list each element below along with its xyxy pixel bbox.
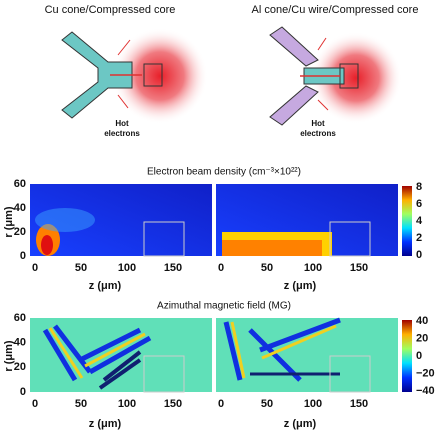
label: Hot — [311, 119, 325, 128]
colorbar-tick-label: 20 — [416, 332, 428, 344]
x-tick-label: 150 — [350, 262, 368, 274]
density-map-right — [216, 184, 398, 257]
x-tick-label: 50 — [261, 398, 273, 410]
title: Al cone/Cu wire/Compressed core — [252, 4, 419, 16]
x-tick-label: 50 — [75, 262, 87, 274]
x-tick-label: 0 — [218, 398, 224, 410]
x-tick-label: 0 — [218, 262, 224, 274]
y-tick-label: 40 — [14, 337, 26, 349]
label: Hot — [115, 119, 129, 128]
panel-title: Electron beam density (cm⁻³×10²²) — [147, 167, 301, 178]
y-tick-label: 60 — [14, 312, 26, 324]
colorbar-tick-label: 6 — [416, 198, 422, 210]
x-tick-label: 0 — [32, 262, 38, 274]
x-tick-label: 100 — [118, 398, 136, 410]
title: Cu cone/Compressed core — [45, 4, 176, 16]
x-tick-label: 50 — [261, 262, 273, 274]
axis-label: r (μm) — [3, 206, 15, 238]
panel-title: Azimuthal magnetic field (MG) — [157, 301, 291, 312]
label: electrons — [300, 129, 336, 138]
axis-label: r (μm) — [3, 340, 15, 372]
field-map-right — [216, 317, 398, 393]
y-tick-label: 0 — [20, 250, 26, 262]
colorbar-tick-label: −20 — [416, 367, 435, 379]
colorbar — [402, 320, 412, 392]
y-tick-label: 40 — [14, 202, 26, 214]
colorbar-tick-label: 8 — [416, 181, 422, 193]
axis-label: z (μm) — [89, 418, 122, 430]
colorbar-tick-label: 2 — [416, 232, 422, 244]
y-tick-label: 0 — [20, 386, 26, 398]
colorbar-tick-label: 0 — [416, 249, 422, 261]
colorbar-tick-label: 40 — [416, 315, 428, 327]
y-tick-label: 60 — [14, 178, 26, 190]
x-tick-label: 100 — [118, 262, 136, 274]
x-tick-label: 0 — [32, 398, 38, 410]
density-map-left — [30, 184, 212, 257]
axis-label: z (μm) — [284, 280, 317, 292]
label: electrons — [104, 129, 140, 138]
x-tick-label: 100 — [304, 262, 322, 274]
y-tick-label: 20 — [14, 226, 26, 238]
colorbar — [402, 186, 412, 256]
y-tick-label: 20 — [14, 361, 26, 373]
x-tick-label: 100 — [304, 398, 322, 410]
x-tick-label: 150 — [164, 398, 182, 410]
field-map-left — [30, 318, 212, 393]
colorbar-tick-label: 0 — [416, 350, 422, 362]
schematic-left: Hot electrons — [61, 28, 208, 138]
axis-label: z (μm) — [284, 418, 317, 430]
colorbar-tick-label: 4 — [416, 215, 423, 227]
x-tick-label: 150 — [164, 262, 182, 274]
schematic-right: Hot electrons — [269, 26, 402, 138]
colorbar-tick-label: −40 — [416, 385, 435, 397]
x-tick-label: 50 — [75, 398, 87, 410]
x-tick-label: 150 — [350, 398, 368, 410]
axis-label: z (μm) — [89, 280, 122, 292]
